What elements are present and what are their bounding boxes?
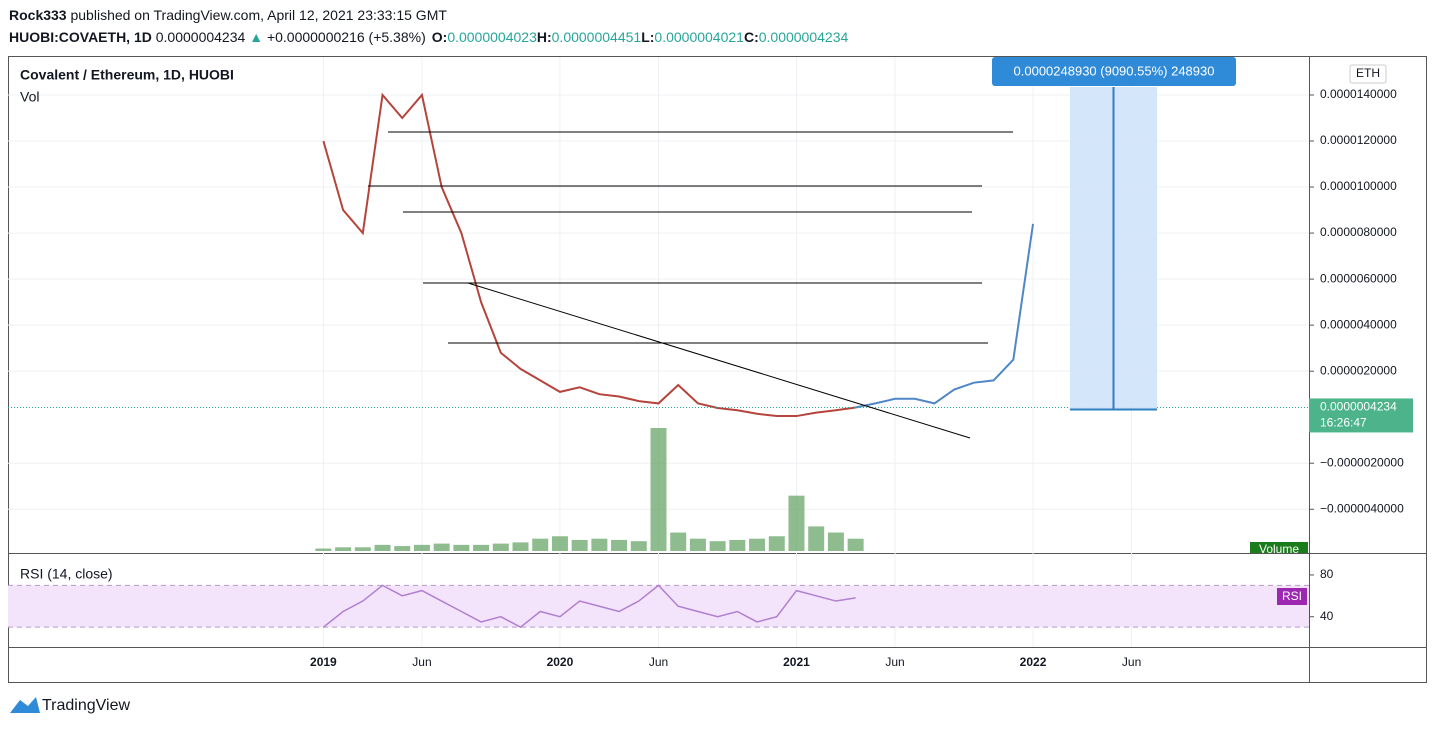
y-tick-label: 0.0000040000	[1320, 317, 1397, 331]
rsi-band	[8, 585, 1309, 628]
volume-tag	[1250, 542, 1308, 553]
x-tick-label: 2020	[547, 655, 574, 669]
volume-bar	[453, 544, 470, 551]
last-price-label: 0.0000004234	[1320, 400, 1397, 414]
y-tick-label: 80	[1320, 567, 1334, 581]
x-tick-label: 2021	[783, 655, 810, 669]
arrow: ▲	[249, 29, 263, 45]
volume-bar	[551, 536, 568, 551]
x-tick-label: Jun	[412, 655, 431, 669]
volume-bar	[788, 495, 805, 551]
rsi-tag	[1277, 588, 1307, 605]
ohlc-key: O:	[432, 29, 448, 45]
x-tick-label: Jun	[1122, 655, 1141, 669]
unit: ETH	[1356, 66, 1380, 80]
x-tick-label: 2019	[310, 655, 337, 669]
volume-bar	[335, 547, 352, 551]
volume-bar	[768, 536, 785, 551]
y-tick-label: −0.0000040000	[1320, 501, 1404, 515]
ohlc-key: L:	[641, 29, 654, 45]
volume-bar	[630, 541, 647, 551]
series-line	[322, 584, 856, 629]
volume-bar	[571, 539, 588, 551]
symbol: HUOBI:COVAETH, 1D	[9, 29, 152, 45]
rsi-label: RSI	[1282, 589, 1302, 603]
header-line-1: Rock333 published on TradingView.com, Ap…	[9, 7, 447, 23]
y-tick-label: 0.0000080000	[1320, 225, 1397, 239]
y-tick-label: 0.0000120000	[1320, 133, 1397, 147]
volume-bar	[532, 538, 549, 551]
volume-bar	[847, 538, 864, 551]
volume-bar	[591, 538, 608, 551]
y-tick-label: 0.0000140000	[1320, 87, 1397, 101]
plot: 2019 Jun 2020 Jun 2021 Jun 2022 Jun 0.0000140000…	[8, 87, 1413, 669]
volume-bar	[749, 538, 766, 551]
x-tick-label: Jun	[649, 655, 668, 669]
ohlc: O:0.0000004023H:0.0000004451L:0.00000040…	[432, 29, 849, 45]
volume-bar	[413, 544, 430, 551]
author: Rock333	[9, 7, 67, 23]
series-line	[855, 223, 1035, 409]
volume-bar	[374, 544, 391, 551]
volume-bar	[473, 544, 490, 551]
header-line-2: HUOBI:COVAETH, 1D 0.0000004234 ▲ +0.0000…	[9, 29, 848, 45]
volume-bar	[689, 538, 706, 551]
y-tick-label: 0.0000020000	[1320, 363, 1397, 377]
rsi-title: RSI (14, close)	[20, 566, 113, 582]
volume-bar	[808, 526, 825, 551]
trend-line	[467, 282, 971, 439]
ohlc-value: 0.0000004234	[759, 29, 849, 45]
volume-bar	[709, 541, 726, 551]
volume-bar	[354, 547, 371, 551]
volume-bar	[670, 532, 687, 551]
volume-bar	[433, 543, 450, 551]
volume-bar	[729, 539, 746, 551]
volume-bar	[512, 542, 529, 551]
x-tick-label: 2022	[1020, 655, 1047, 669]
series-line	[322, 92, 856, 418]
measure-label: 0.0000248930 (9090.55%) 248930	[1014, 63, 1215, 78]
published: published on TradingView.com, April 12, …	[70, 7, 447, 23]
volume-bar	[492, 543, 509, 551]
unit-box	[1349, 64, 1387, 84]
ohlc-key: C:	[744, 29, 759, 45]
volume-bar	[611, 539, 628, 551]
drawings	[368, 131, 1013, 439]
volume-label: Volume	[1259, 542, 1299, 556]
ohlc-value: 0.0000004451	[552, 29, 642, 45]
ohlc-value: 0.0000004021	[654, 29, 744, 45]
chart-title: Covalent / Ethereum, 1D, HUOBI	[20, 67, 234, 83]
logo: TradingView	[10, 697, 130, 714]
measure-label-box	[992, 57, 1236, 86]
ohlc-value: 0.0000004023	[447, 29, 537, 45]
last-price-tag	[1309, 398, 1413, 433]
volume-bar	[394, 546, 411, 551]
change: +0.0000000216 (+5.38%)	[267, 29, 426, 45]
countdown: 16:26:47	[1320, 416, 1367, 430]
last: 0.0000004234	[156, 29, 246, 45]
y-tick-label: 0.0000060000	[1320, 271, 1397, 285]
volume-bar	[315, 548, 332, 551]
y-tick-label: 0.0000100000	[1320, 179, 1397, 193]
subtitle: Vol	[20, 89, 39, 105]
volume-bar	[650, 428, 667, 551]
ohlc-key: H:	[537, 29, 552, 45]
brand: TradingView	[42, 697, 130, 714]
y-tick-label: −0.0000020000	[1320, 455, 1404, 469]
frame	[8, 56, 1427, 683]
y-tick-label: 40	[1320, 609, 1334, 623]
x-tick-label: Jun	[885, 655, 904, 669]
logo-icon	[10, 697, 40, 713]
volume-bar	[827, 532, 844, 551]
